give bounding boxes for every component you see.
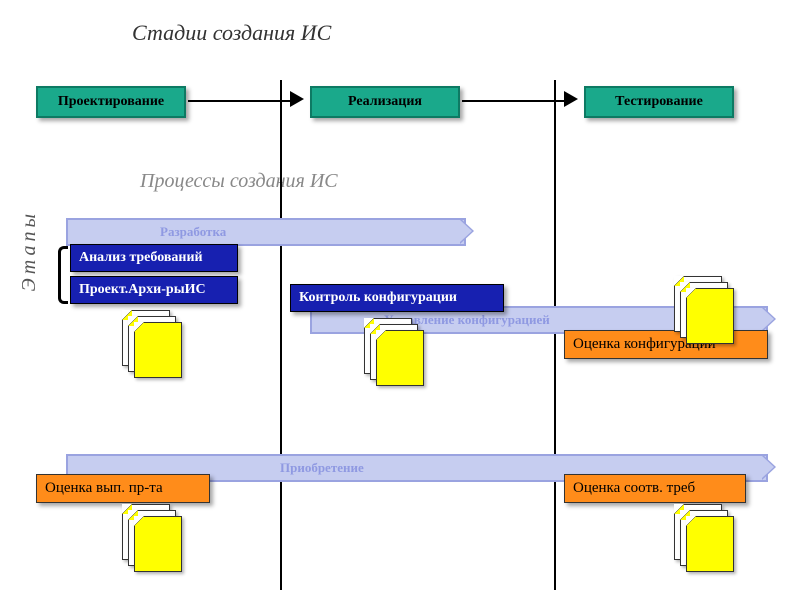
stage-box-2: Реализация <box>310 86 460 118</box>
process-label-1: Разработка <box>160 224 226 239</box>
blue-box-1: Анализ требований <box>70 244 238 272</box>
title-main: Стадии создания ИС <box>132 20 331 46</box>
lane-divider-2 <box>554 80 556 590</box>
orange-box-2: Оценка вып. пр-та <box>36 474 210 503</box>
orange-box-1: Оценка конфигурации <box>564 330 768 359</box>
title-sub: Процессы создания ИС <box>140 170 338 193</box>
process-label-3: Приобретение <box>280 460 364 475</box>
vlabel-etapy: Этапы <box>18 210 41 291</box>
stage-box-1: Проектирование <box>36 86 186 118</box>
stage-box-3: Тестирование <box>584 86 734 118</box>
orange-box-3: Оценка соотв. треб <box>564 474 746 503</box>
blue-box-2: Проект.Архи-рыИС <box>70 276 238 304</box>
lane-divider-1 <box>280 80 282 590</box>
process-bar-1: Разработка <box>66 218 466 246</box>
blue-box-3: Контроль конфигурации <box>290 284 504 312</box>
brace-icon <box>58 246 68 304</box>
arrow-line-1 <box>188 100 292 102</box>
arrow-line-2 <box>462 100 566 102</box>
